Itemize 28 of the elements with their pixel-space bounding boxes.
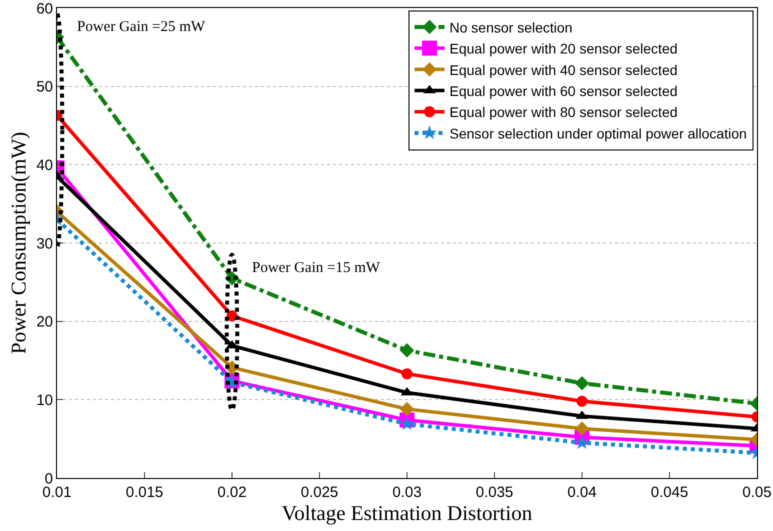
y-axis-title: Power Consumption(mW) [6,132,30,354]
y-tick-label: 10 [36,392,53,409]
y-tick-label: 20 [36,314,53,331]
x-axis-title: Voltage Estimation Distortion [282,501,533,525]
x-tick-label: 0.04 [567,484,597,501]
y-tick-label: 60 [36,0,53,18]
x-tick-label: 0.035 [476,484,514,501]
point [400,343,414,358]
legend-label: Sensor selection under optimal power allocation [450,125,747,142]
y-tick-label: 40 [36,156,53,174]
legend-label: No sensor selection [450,19,572,36]
y-tick-label: 50 [36,78,53,96]
legend-label: Equal power with 80 sensor selected [450,104,678,120]
annotation: Power Gain =15 mW [252,260,381,276]
y-tick-label: 30 [36,235,53,252]
x-tick-label: 0.03 [392,484,422,501]
legend-label: Equal power with 40 sensor selected [450,62,678,78]
x-tick-label: 0.025 [300,484,338,501]
point [402,368,412,380]
annotation: Power Gain =25 mW [77,19,206,35]
x-tick-label: 0.05 [742,484,772,501]
x-tick-label: 0.02 [217,484,247,501]
point [400,402,414,416]
x-tick-label: 0.045 [650,484,688,501]
legend-label: Equal power with 20 sensor selected [450,40,678,57]
point [400,416,414,430]
x-tick-label: 0.015 [126,484,164,501]
legend-label: Equal power with 60 sensor selected [450,83,678,100]
